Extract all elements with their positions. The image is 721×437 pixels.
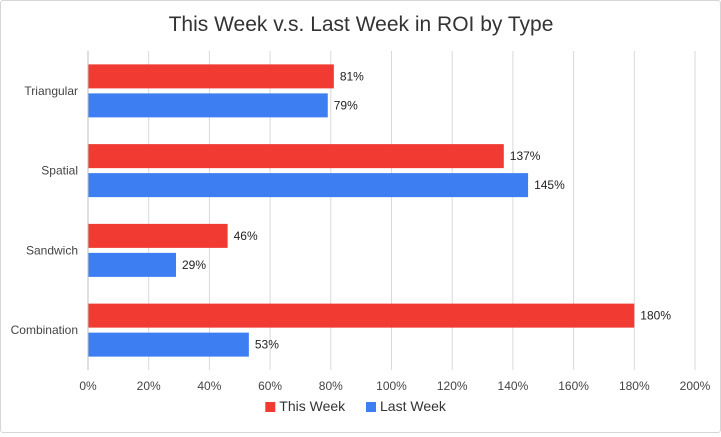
bar-this-week — [88, 303, 635, 328]
x-tick-label: 20% — [137, 379, 161, 393]
x-tick-label: 100% — [376, 379, 407, 393]
x-tick-label: 200% — [680, 379, 711, 393]
x-tick-label: 140% — [498, 379, 529, 393]
legend[interactable]: This Week Last Week — [265, 398, 447, 414]
bars — [88, 64, 635, 357]
x-tick-label: 80% — [319, 379, 343, 393]
data-label: 137% — [510, 149, 541, 163]
x-tick-label: 120% — [437, 379, 468, 393]
legend-label[interactable]: Last Week — [380, 398, 447, 414]
bar-last-week — [88, 173, 529, 198]
bar-last-week — [88, 93, 328, 118]
y-tick-label: Combination — [11, 323, 78, 337]
bar-this-week — [88, 64, 334, 89]
data-label: 81% — [340, 69, 364, 83]
x-tick-label: 160% — [558, 379, 589, 393]
legend-swatch — [366, 402, 376, 412]
x-axis: 0% 20% 40% 60% 80% 100% 120% 140% 160% 180% 200% — [79, 379, 710, 393]
y-axis: Triangular Spatial Sandwich Combination — [11, 51, 89, 370]
legend-swatch — [265, 402, 276, 412]
data-label: 79% — [334, 98, 358, 112]
chart-title: This Week v.s. Last Week in ROI by Type — [169, 13, 554, 36]
y-tick-label: Triangular — [24, 84, 78, 98]
y-tick-label: Sandwich — [26, 243, 78, 257]
bar-this-week — [88, 223, 228, 248]
x-tick-label: 0% — [79, 379, 97, 393]
bar-last-week — [88, 332, 249, 357]
data-label: 180% — [640, 309, 671, 323]
x-tick-label: 180% — [619, 379, 650, 393]
data-label: 46% — [234, 229, 258, 243]
legend-label[interactable]: This Week — [279, 398, 346, 414]
bar-last-week — [88, 252, 177, 277]
data-label: 145% — [534, 178, 565, 192]
y-tick-label: Spatial — [41, 164, 78, 178]
x-tick-label: 60% — [258, 379, 282, 393]
bar-this-week — [88, 144, 504, 169]
data-label: 53% — [255, 338, 279, 352]
data-label: 29% — [182, 258, 206, 272]
x-tick-label: 40% — [197, 379, 221, 393]
data-labels: 81% 79% 137% 145% 46% 29% 180% 53% — [182, 69, 671, 351]
